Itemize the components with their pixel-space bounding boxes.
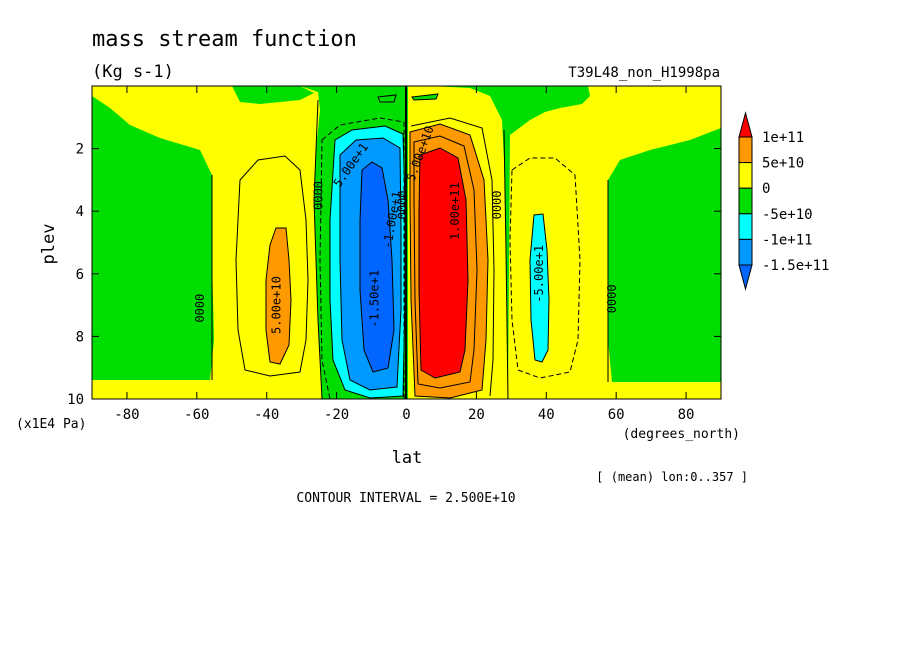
- nh-ferrel-dashed-contour: [509, 157, 581, 379]
- x-tick-label: 0: [402, 407, 410, 423]
- y-tick-label: 6: [76, 267, 84, 283]
- y-tick-label: 8: [76, 329, 84, 345]
- x-unit-label: (degrees_north): [623, 427, 740, 442]
- colorbar-label: -1.5e+11: [762, 258, 829, 274]
- sh-positive-region-fill: [92, 86, 322, 399]
- chart-title: mass stream function: [92, 27, 357, 52]
- contour-interval-text: CONTOUR INTERVAL = 2.500E+10: [296, 491, 515, 506]
- y-tick-label: 2: [76, 142, 84, 158]
- colorbar-swatch: [738, 238, 753, 266]
- contour-label: -1.50e+1: [368, 270, 382, 328]
- zero-line-nh-subtropics: [503, 129, 509, 399]
- x-axis: -80 -60 -40 -20 0 20 40 60 80: [114, 86, 694, 423]
- colorbar-label: 5e+10: [762, 156, 804, 172]
- contour-label: 1.00e+11: [448, 182, 462, 240]
- contour-label: 0000: [605, 284, 619, 313]
- contour-label: 0000: [312, 181, 326, 210]
- x-tick-label: -60: [184, 407, 209, 423]
- y-axis: 2 4 6 8 10: [67, 142, 721, 408]
- y-tick-label: 4: [76, 204, 84, 220]
- chart-units: (Kg s-1): [92, 62, 174, 82]
- contour-label: 0000: [396, 190, 410, 219]
- x-tick-label: 60: [608, 407, 625, 423]
- sh-hadley-core-fill: [359, 161, 395, 373]
- x-tick-label: 40: [538, 407, 555, 423]
- y-tick-label: 10: [67, 392, 84, 408]
- top-small-feature-left: [377, 94, 397, 103]
- contour-label: -5.00e+1: [532, 245, 546, 303]
- colorbar-swatch: [738, 136, 753, 164]
- y-axis-label: plev: [39, 224, 59, 265]
- sh-ferrel-core-fill: [265, 227, 292, 365]
- colorbar-bottom-arrow: [738, 264, 753, 291]
- sh-hadley-dashed-contour: [319, 117, 405, 399]
- colorbar: 1e+11 5e+10 0 -5e+10 -1e+11 -1.5e+11: [738, 111, 829, 291]
- x-tick-label: -40: [254, 407, 279, 423]
- nh-high-positive-fill: [508, 86, 721, 399]
- x-tick-label: -80: [114, 407, 139, 423]
- colorbar-swatch: [738, 213, 753, 240]
- nh-hadley-outer-contour: [410, 117, 495, 397]
- zero-line-sh-subtropics: [313, 99, 323, 399]
- contour-lines: [211, 86, 609, 399]
- y-unit-label: (x1E4 Pa): [16, 417, 86, 432]
- sh-upper-negative-fill: [232, 86, 314, 104]
- contour-plot-area: 0000 5.00e+1000005.00e+1-1.50e+1-1.00e+10…: [92, 86, 721, 399]
- colorbar-label: -5e+10: [762, 207, 813, 223]
- colorbar-swatch: [738, 162, 753, 189]
- colorbar-swatch: [738, 187, 753, 215]
- nh-hadley-core-fill: [418, 147, 469, 379]
- contour-label: 0000: [490, 190, 504, 219]
- averaging-note: [ (mean) lon:0..357 ]: [596, 470, 748, 484]
- nh-ferrel-core-fill: [529, 213, 550, 363]
- colorbar-label: 1e+11: [762, 130, 804, 146]
- run-name: T39L48_non_H1998pa: [568, 65, 720, 81]
- top-small-feature-right: [411, 93, 439, 101]
- x-tick-label: 80: [678, 407, 695, 423]
- colorbar-label: 0: [762, 181, 770, 197]
- contour-label: 0000: [193, 294, 207, 323]
- sh-ferrel-contour: [235, 155, 309, 377]
- x-tick-label: -20: [324, 407, 349, 423]
- x-axis-label: lat: [392, 448, 423, 468]
- contour-label: 5.00e+10: [270, 276, 284, 334]
- colorbar-label: -1e+11: [762, 232, 813, 248]
- colorbar-top-arrow: [738, 111, 753, 138]
- x-tick-label: 20: [468, 407, 485, 423]
